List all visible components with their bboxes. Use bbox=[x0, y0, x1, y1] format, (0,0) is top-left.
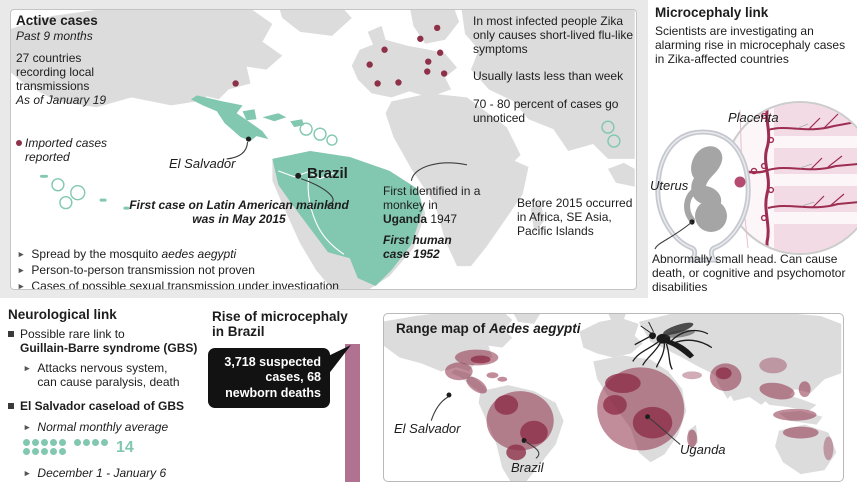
range-title-species: Aedes aegypti bbox=[489, 321, 581, 336]
monkey-note-uganda: Uganda bbox=[383, 212, 428, 227]
brazil-label: Brazil bbox=[307, 165, 348, 182]
bullet-person: ► Person-to-person transmission not prov… bbox=[17, 263, 437, 277]
small-head-leader bbox=[654, 219, 695, 250]
imported-legend-label: Imported cases reported bbox=[25, 136, 108, 165]
symptoms-line-3: 70 - 80 percent of cases go unnoticed bbox=[473, 96, 619, 125]
north-america-landmass bbox=[11, 10, 352, 108]
caseload-item: El Salvador caseload of GBS bbox=[8, 399, 206, 413]
active-cases-text-block: Active cases Past 9 months 27 countries … bbox=[16, 13, 136, 108]
range-map-leaders bbox=[430, 392, 681, 459]
gbs-dot-chart: 14 bbox=[23, 438, 206, 457]
rise-title: Rise of microcephaly in Brazil bbox=[212, 309, 348, 339]
asia-landmass bbox=[461, 10, 635, 187]
range-el-salvador-label: El Salvador bbox=[394, 421, 461, 436]
first-case-note: First case on Latin American mainland wa… bbox=[129, 198, 349, 227]
arrow-bullet-icon: ► bbox=[23, 467, 32, 478]
bullet-person-text: Person-to-person transmission not proven bbox=[31, 263, 255, 278]
monkey-note: First identified in a monkey in Uganda 1… bbox=[383, 184, 483, 226]
before-2015-note: Before 2015 occurred in Africa, SE Asia,… bbox=[517, 196, 633, 239]
placenta-location-dot bbox=[734, 176, 746, 188]
callout-tail bbox=[324, 345, 351, 380]
as-of-date: As of January 19 bbox=[16, 93, 107, 108]
gbs-link-item: Possible rare link to Guillain-Barre syn… bbox=[8, 327, 206, 355]
gbs-link-pre: Possible rare link to bbox=[20, 326, 125, 341]
range-map-panel: Range map of Aedes aegypti El Salvador B… bbox=[383, 313, 844, 482]
bullet-spread-species: aedes aegypti bbox=[161, 247, 237, 261]
gbs-link-text: Possible rare link to Guillain-Barre syn… bbox=[20, 327, 197, 355]
uterus-label: Uterus bbox=[650, 178, 689, 193]
placenta-zoom-circle bbox=[723, 101, 857, 255]
square-bullet-icon bbox=[8, 403, 14, 410]
world-map-active-cases bbox=[11, 10, 635, 289]
symptoms-line-1: In most infected people Zika only causes… bbox=[473, 14, 634, 57]
arrow-bullet-icon: ► bbox=[17, 249, 26, 259]
placenta-label: Placenta bbox=[728, 110, 779, 125]
bullet-spread: ► Spread by the mosquito aedes aegypti bbox=[17, 247, 437, 261]
south-america-landmass bbox=[272, 150, 426, 289]
panel-subtitle: Past 9 months bbox=[16, 28, 93, 43]
monkey-note-year: 1947 bbox=[427, 212, 458, 227]
aedes-range-shading bbox=[445, 349, 834, 461]
mosquito-icon bbox=[632, 321, 713, 370]
microcephaly-title: Microcephaly link bbox=[655, 5, 769, 20]
imported-cases-dots bbox=[232, 24, 448, 87]
neurological-panel: Neurological link Possible rare link to … bbox=[8, 307, 206, 482]
island-transmission-circles bbox=[40, 120, 621, 210]
symptoms-line-2: Usually lasts less than week bbox=[473, 69, 624, 84]
arrow-bullet-icon: ► bbox=[23, 421, 32, 432]
square-bullet-icon bbox=[8, 330, 14, 337]
gbs-effects-item: ► Attacks nervous system, can cause para… bbox=[23, 361, 206, 389]
first-human-note: First human case 1952 bbox=[383, 233, 452, 262]
caseload-title: El Salvador caseload of GBS bbox=[20, 399, 185, 414]
monkey-note-pre: First identified in a monkey in bbox=[383, 184, 481, 213]
central-america-landmass bbox=[190, 95, 305, 142]
range-title: Range map of Aedes aegypti bbox=[396, 321, 581, 336]
range-title-pre: Range map of bbox=[396, 321, 490, 336]
world-map-range bbox=[384, 314, 842, 481]
microcephaly-panel: Microcephaly link Scientists are investi… bbox=[648, 0, 857, 306]
bullet-sexual-text: Cases of possible sexual transmission un… bbox=[31, 279, 339, 290]
active-cases-panel: Active cases Past 9 months 27 countries … bbox=[10, 9, 637, 290]
dot-group-four bbox=[74, 438, 110, 446]
bullet-spread-text: Spread by the mosquito aedes aegypti bbox=[31, 247, 236, 261]
range-brazil-label: Brazil bbox=[511, 460, 544, 475]
period-label: December 1 - January 6 bbox=[37, 465, 167, 480]
neuro-title: Neurological link bbox=[8, 307, 117, 322]
range-uganda-label: Uganda bbox=[680, 442, 726, 457]
average-item: ► Normal monthly average bbox=[23, 420, 206, 434]
fetus-silhouette bbox=[684, 146, 727, 232]
average-label: Normal monthly average bbox=[37, 419, 169, 434]
panel-title: Active cases bbox=[16, 13, 98, 28]
el-salvador-label: El Salvador bbox=[169, 156, 236, 171]
gbs-link-bold: Guillain-Barre syndrome (GBS) bbox=[20, 341, 198, 355]
arrow-bullet-icon: ► bbox=[23, 363, 32, 374]
arrow-bullet-icon: ► bbox=[17, 265, 26, 276]
symptoms-text-block: In most infected people Zika only causes… bbox=[473, 14, 636, 125]
transmission-bullets: ► Spread by the mosquito aedes aegypti ►… bbox=[17, 245, 437, 290]
gbs-effects-text: Attacks nervous system, can cause paraly… bbox=[37, 361, 180, 390]
microcephaly-rise-panel: Rise of microcephaly in Brazil 3,718 sus… bbox=[208, 308, 382, 482]
arrow-bullet-icon: ► bbox=[17, 281, 26, 290]
bullet-spread-pre: Spread by the mosquito bbox=[31, 247, 162, 261]
uterus-placenta-diagram bbox=[654, 101, 857, 263]
imported-cases-legend: Imported cases reported bbox=[16, 136, 128, 164]
microcephaly-bar bbox=[345, 344, 360, 482]
period-item: ► December 1 - January 6 bbox=[23, 466, 206, 480]
map-markers-and-leaders bbox=[226, 136, 468, 207]
cases-callout: 3,718 suspected cases, 68 newborn deaths bbox=[208, 348, 330, 408]
stat-line: 27 countries recording local transmissio… bbox=[16, 51, 95, 94]
small-head-caption: Abnormally small head. Can cause death, … bbox=[652, 252, 846, 295]
bullet-sexual: ► Cases of possible sexual transmission … bbox=[17, 279, 437, 290]
microcephaly-intro: Scientists are investigating an alarming… bbox=[655, 24, 846, 67]
dot-group-ten bbox=[23, 438, 68, 457]
dot-chart-value: 14 bbox=[116, 438, 134, 456]
imported-case-dot-icon bbox=[16, 140, 22, 146]
africa-landmass bbox=[385, 93, 545, 267]
